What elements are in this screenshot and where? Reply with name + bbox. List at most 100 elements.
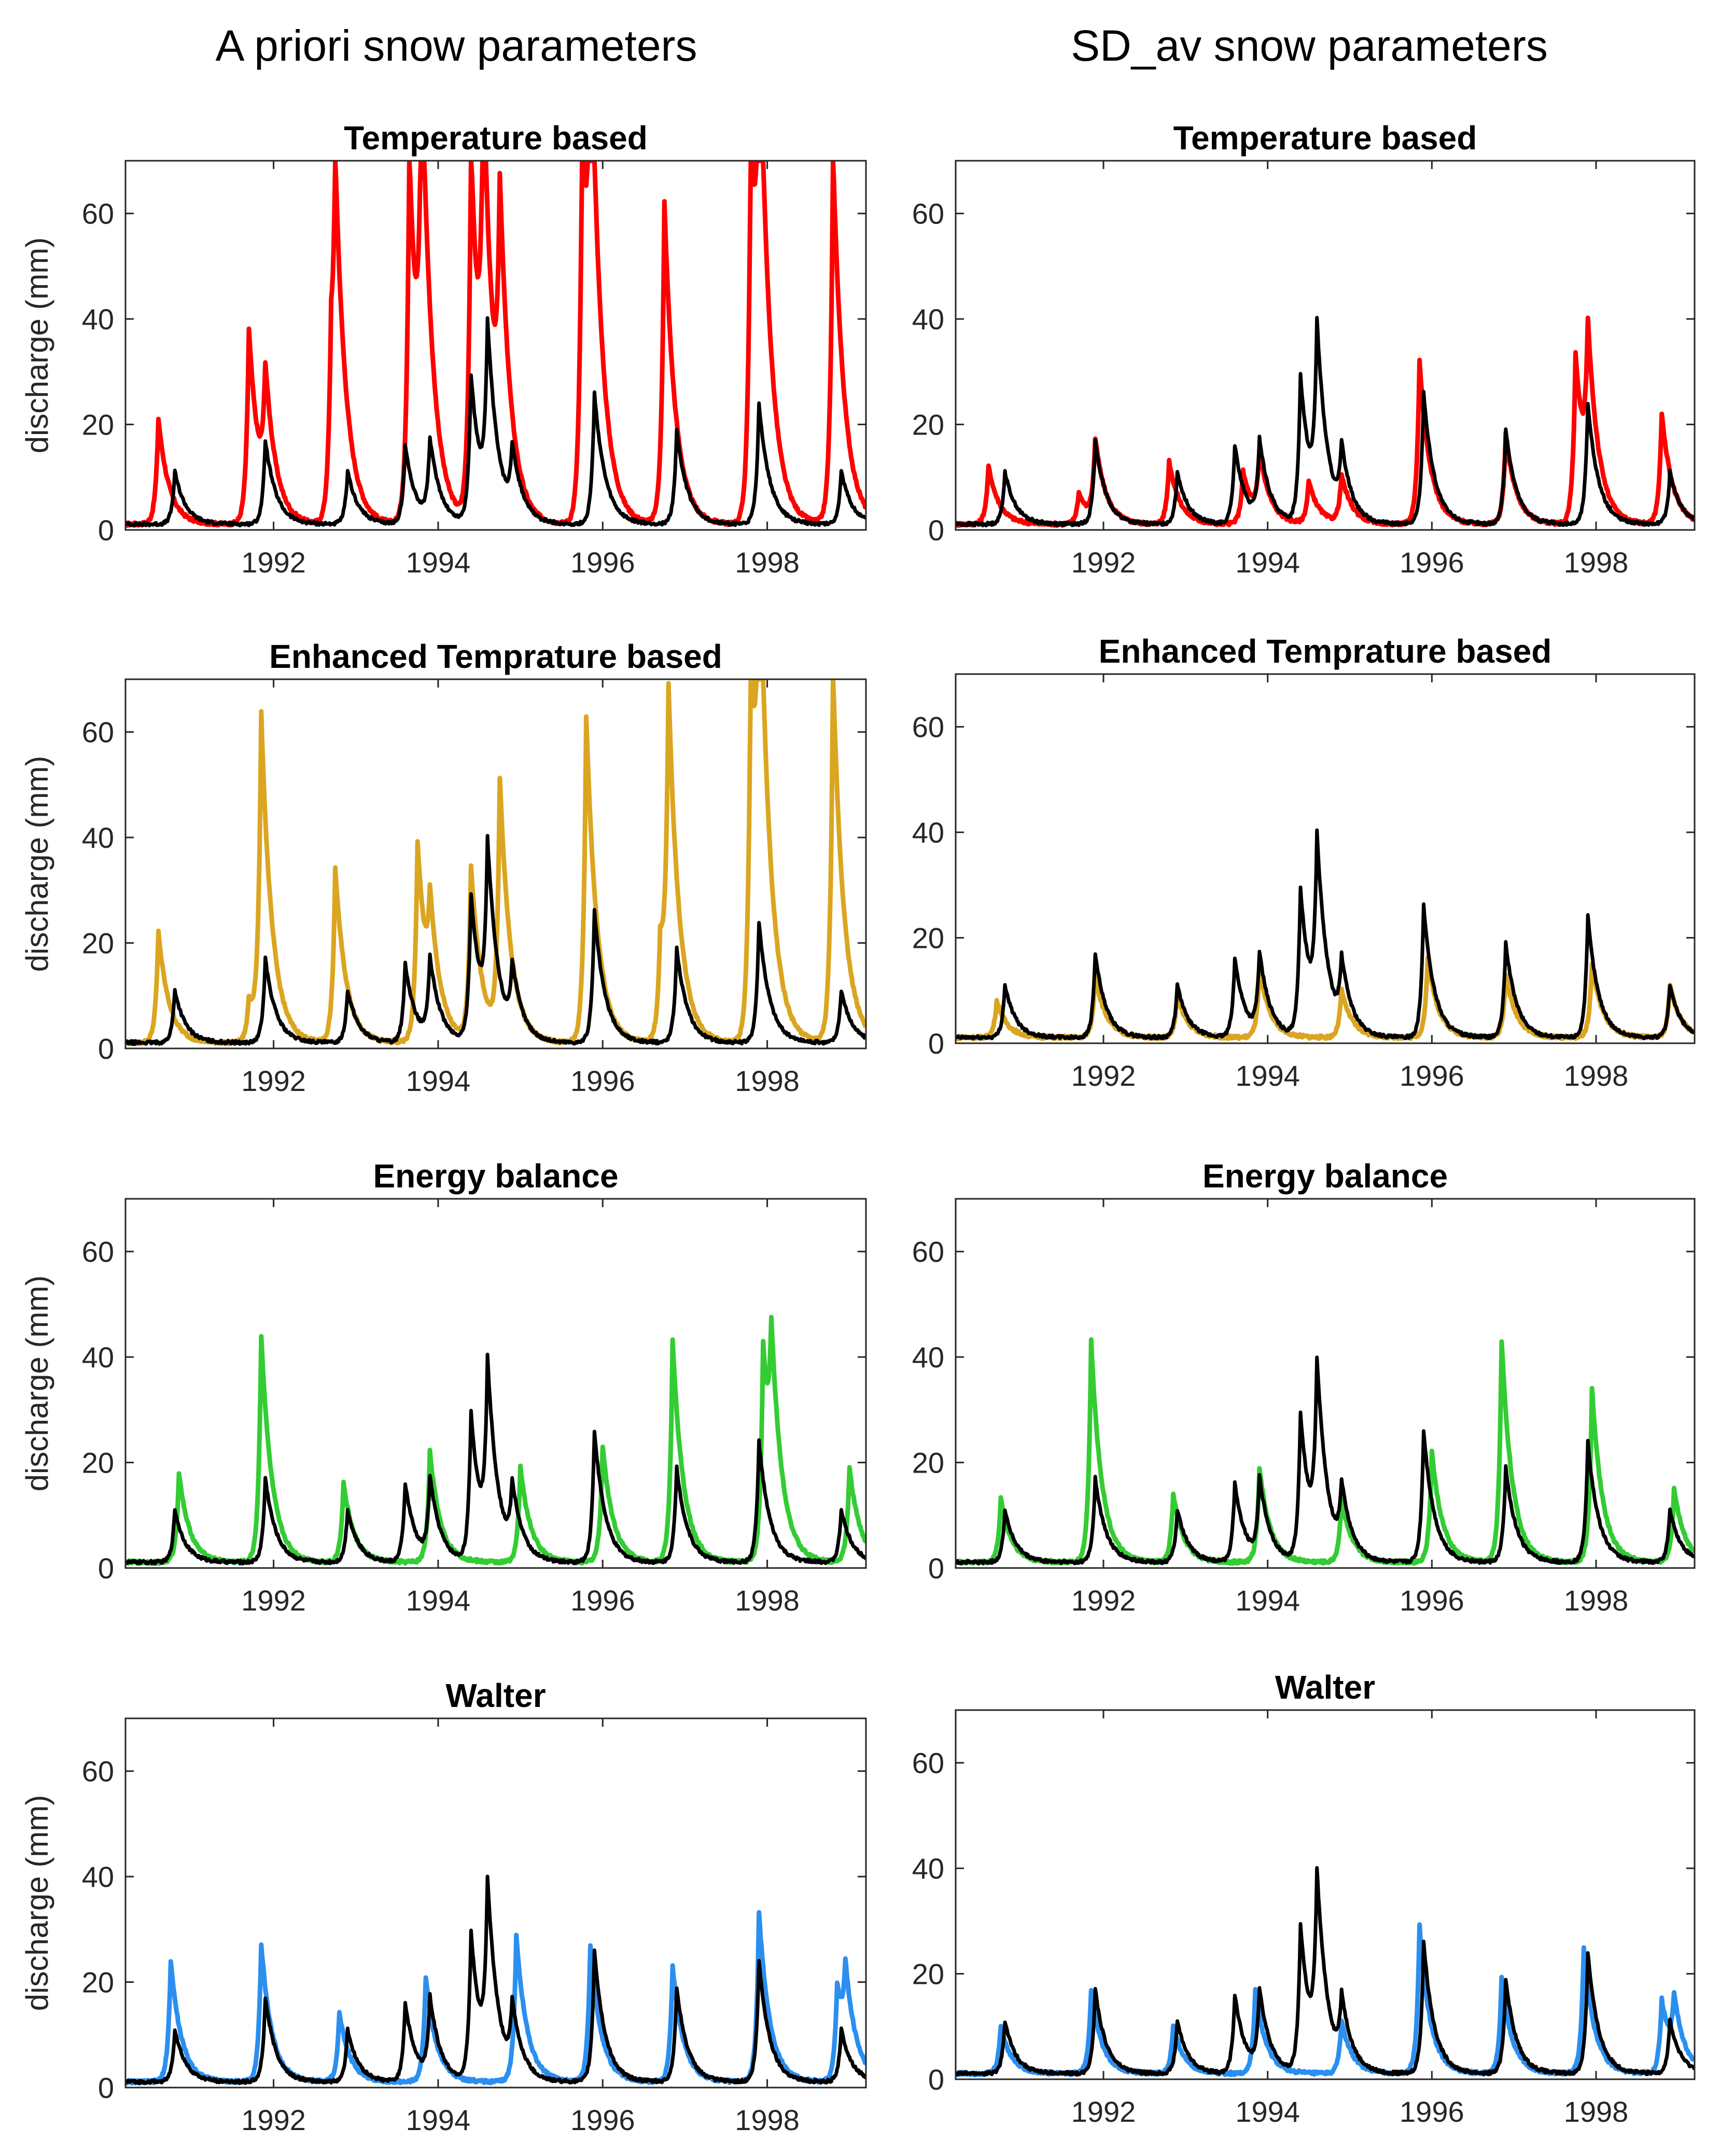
y-tick-label: 0 [98,1552,114,1585]
x-tick-label: 1994 [1235,2095,1300,2128]
x-tick-label: 1996 [1400,1584,1464,1617]
x-tick-label: 1994 [1235,1584,1300,1617]
series-line-simulated [125,161,866,528]
panel-eb-sdav: 0 20 40 60 1992 1994 1996 1998 Energy balance [912,1157,1696,1617]
x-tick-label: 1998 [735,2104,800,2136]
y-tick-label: 20 [912,409,944,441]
y-tick-label: 20 [912,1447,944,1479]
axes-box [124,160,867,531]
x-tick-label: 1992 [1071,546,1136,579]
panel-title: Enhanced Temprature based [1099,633,1552,670]
axes-box [955,160,1696,531]
x-tick-label: 1996 [1400,1059,1464,1092]
panel-title: Walter [1275,1669,1375,1706]
x-tick-label: 1994 [1235,1059,1300,1092]
axes-box [955,1198,1696,1569]
y-tick-label: 40 [82,303,114,335]
x-tick-label: 1994 [1235,546,1300,579]
x-tick-label: 1992 [241,1584,306,1617]
y-tick-label: 60 [82,1755,114,1788]
series-line-observed [956,316,1695,528]
series-line-observed [956,828,1695,1041]
y-tick-label: 20 [82,1447,114,1479]
y-tick-label: 20 [82,927,114,960]
y-tick-label: 20 [912,1958,944,1991]
x-tick-label: 1996 [1400,2095,1464,2128]
panel-title: Temperature based [344,119,648,157]
x-tick-label: 1998 [1564,546,1629,579]
series-line-observed [125,1352,866,1566]
series-line-simulated [125,679,866,1046]
series-line-simulated [956,1337,1695,1566]
y-tick-label: 0 [98,514,114,547]
y-tick-label: 20 [82,1966,114,1999]
panel-title: Walter [445,1677,546,1714]
panel-walter-apriori: 0 20 40 60 1992 1994 1996 1998 Walter discharge (… [20,1677,867,2136]
axes-box [124,1198,867,1569]
column-title-sd-av: SD_av snow parameters [1071,21,1548,70]
y-tick-label: 40 [912,816,944,849]
column-title-a-priori: A priori snow parameters [215,21,697,70]
y-tick-label: 20 [82,409,114,441]
y-tick-label: 60 [82,716,114,749]
x-tick-label: 1994 [406,546,471,579]
x-tick-label: 1998 [735,546,800,579]
series-line-observed [956,1866,1695,2077]
panel-title: Temperature based [1173,119,1477,157]
x-tick-label: 1992 [1071,1059,1136,1092]
y-tick-label: 20 [912,922,944,955]
panel-title: Energy balance [373,1157,618,1195]
y-tick-label: 60 [82,198,114,230]
panel-tb-sdav: 0 20 40 60 1992 1994 1996 1998 Temperature based [912,119,1696,579]
series-line-observed [956,1355,1695,1566]
x-tick-label: 1992 [1071,2095,1136,2128]
x-tick-label: 1994 [406,1065,471,1097]
y-tick-label: 60 [912,1236,944,1268]
y-tick-label: 0 [98,1032,114,1065]
y-axis-label: discharge (mm) [20,1795,54,2011]
panel-title: Energy balance [1202,1157,1448,1195]
y-tick-label: 40 [912,1341,944,1374]
y-tick-label: 60 [912,711,944,744]
x-tick-label: 1998 [735,1584,800,1617]
x-tick-label: 1998 [1564,1584,1629,1617]
axes-box [955,673,1696,1044]
y-tick-label: 40 [912,303,944,335]
y-tick-label: 60 [912,1747,944,1780]
panel-eb-apriori: 0 20 40 60 1992 1994 1996 1998 Energy balance dis… [20,1157,867,1617]
x-tick-label: 1996 [1400,546,1464,579]
panel-etb-apriori: 0 20 40 60 1992 1994 1996 1998 Enhanced Tempratu… [20,638,867,1097]
y-tick-label: 0 [98,2071,114,2104]
y-tick-label: 60 [82,1236,114,1268]
y-tick-label: 0 [928,1027,944,1060]
x-tick-label: 1992 [241,1065,306,1097]
y-tick-label: 40 [912,1852,944,1885]
x-tick-label: 1994 [406,1584,471,1617]
y-tick-label: 0 [928,514,944,547]
series-line-simulated [956,315,1695,528]
x-tick-label: 1998 [1564,1059,1629,1092]
series-line-observed [125,316,866,528]
x-tick-label: 1996 [570,1584,635,1617]
x-tick-label: 1996 [570,546,635,579]
x-tick-label: 1998 [1564,2095,1629,2128]
x-tick-label: 1992 [1071,1584,1136,1617]
y-tick-label: 40 [82,821,114,854]
axes-box [124,678,867,1049]
x-tick-label: 1992 [241,2104,306,2136]
y-axis-label: discharge (mm) [20,237,54,454]
y-tick-label: 0 [928,1552,944,1585]
series-line-observed [125,834,866,1046]
panel-title: Enhanced Temprature based [269,638,722,675]
panel-etb-sdav: 0 20 40 60 1992 1994 1996 1998 Enhanced Tempratu… [912,633,1696,1092]
axes-box [124,1717,867,2089]
panel-walter-sdav: 0 20 40 60 1992 1994 1996 1998 Walter [912,1669,1696,2128]
series-line-observed [125,1874,866,2085]
panel-tb-apriori: 0 20 40 60 1992 1994 1996 1998 Temperature based… [20,119,867,579]
x-tick-label: 1998 [735,1065,800,1097]
y-tick-label: 60 [912,198,944,230]
y-tick-label: 40 [82,1341,114,1374]
x-tick-label: 1994 [406,2104,471,2136]
axes-box [955,1709,1696,2080]
